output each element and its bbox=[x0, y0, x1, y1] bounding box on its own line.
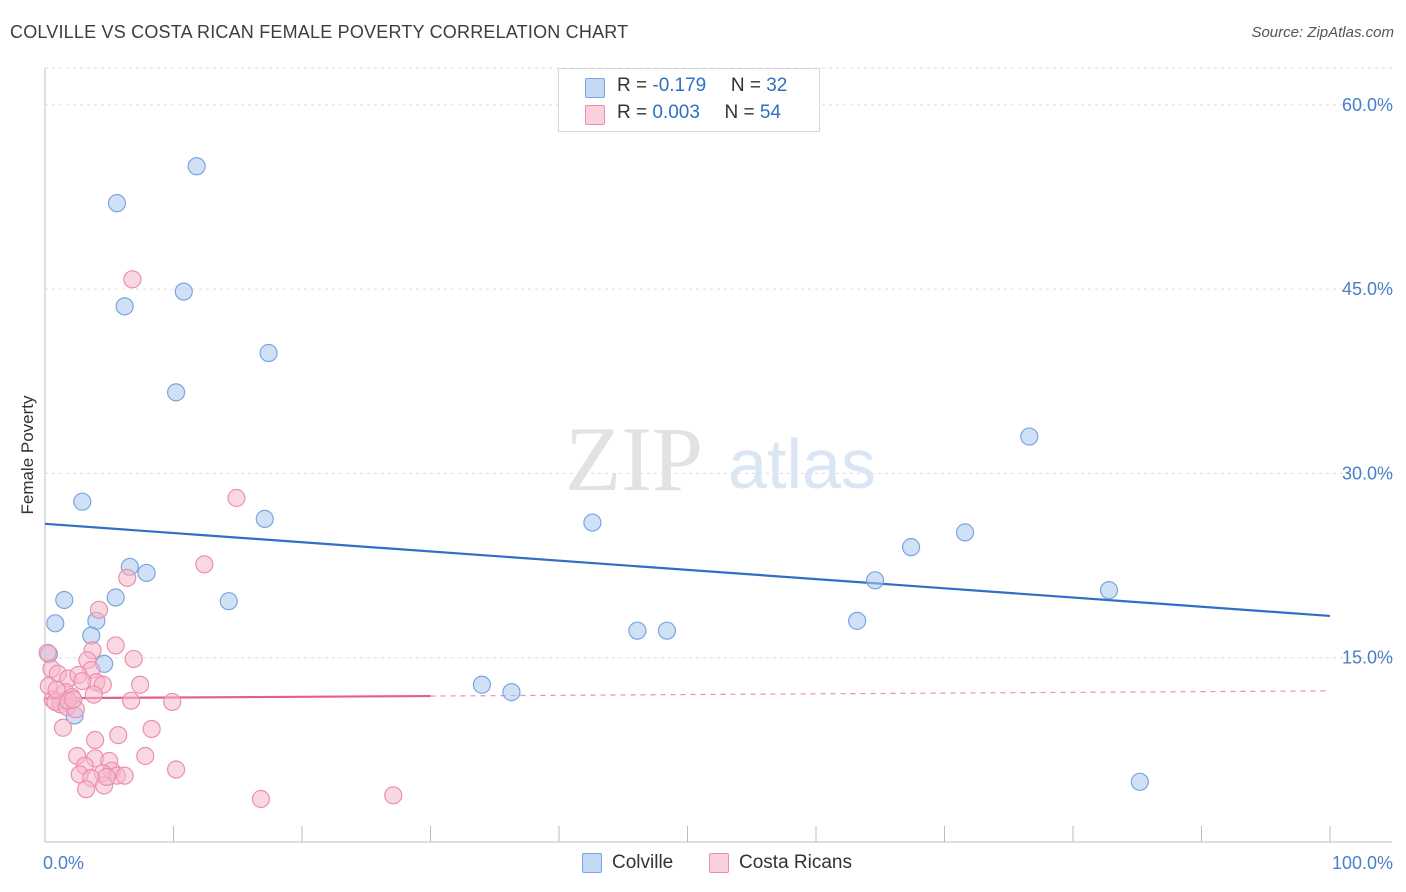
colville-point bbox=[187, 157, 206, 176]
costa-ricans-point bbox=[64, 690, 83, 709]
costa-ricans-point bbox=[136, 746, 155, 766]
costa-ricans-point bbox=[47, 680, 66, 699]
colville-point bbox=[955, 523, 975, 542]
costa-ricans-trend-line bbox=[44, 694, 431, 700]
colville-point bbox=[657, 621, 677, 640]
watermark-zip: ZIP bbox=[565, 408, 703, 510]
colville-point bbox=[472, 675, 491, 694]
costa-ricans-point bbox=[106, 636, 125, 655]
legend-label-costa-ricans: Costa Ricans bbox=[739, 852, 852, 873]
colville-point bbox=[1099, 581, 1119, 600]
source-label: Source: ZipAtlas.com bbox=[1251, 24, 1394, 41]
chart-title: COLVILLE VS COSTA RICAN FEMALE POVERTY C… bbox=[10, 22, 629, 42]
costa-ricans-point bbox=[109, 726, 128, 745]
costa-ricans-point bbox=[77, 780, 96, 799]
costa-ricans-point bbox=[53, 718, 73, 737]
y-tick-label: 45.0% bbox=[1342, 279, 1393, 299]
colville-point bbox=[46, 614, 65, 633]
costa-ricans-point bbox=[130, 675, 150, 694]
costa-ricans-trend-line-extension bbox=[430, 690, 1331, 697]
costa-ricans-point bbox=[195, 555, 214, 574]
y-axis-label-wrap: Female Poverty bbox=[6, 395, 37, 514]
x-tick-label-max: 100.0% bbox=[1332, 853, 1393, 873]
colville-point bbox=[219, 592, 238, 611]
n-label: N = bbox=[730, 75, 767, 96]
watermark-atlas: atlas bbox=[728, 425, 876, 503]
x-tick-label-min: 0.0% bbox=[43, 853, 84, 873]
legend-label-colville: Colville bbox=[612, 852, 674, 873]
colville-point bbox=[583, 513, 602, 532]
r-label: R = bbox=[617, 102, 653, 123]
colville-point bbox=[901, 538, 921, 557]
trend-lines bbox=[44, 522, 1331, 700]
axes bbox=[44, 68, 1392, 843]
costa-ricans-point bbox=[166, 760, 186, 779]
r-label: R = bbox=[617, 75, 653, 96]
grid-lines bbox=[45, 67, 1392, 659]
costa-ricans-point bbox=[163, 692, 182, 712]
costa-ricans-point bbox=[84, 685, 103, 704]
colville-point bbox=[1130, 772, 1149, 791]
costa-ricans-point bbox=[123, 270, 142, 289]
costa-ricans-point bbox=[86, 730, 105, 750]
colville-point bbox=[255, 509, 274, 528]
colville-swatch bbox=[582, 853, 602, 873]
colville-point bbox=[174, 282, 193, 301]
y-axis-label: Female Poverty bbox=[18, 395, 37, 515]
colville-point bbox=[107, 194, 127, 213]
costa-ricans-point bbox=[97, 767, 116, 786]
colville-point bbox=[259, 343, 278, 363]
costa-ricans-point bbox=[118, 568, 137, 587]
y-tick-label: 30.0% bbox=[1342, 463, 1393, 483]
r-value: 0.003 bbox=[652, 102, 700, 123]
data-points bbox=[38, 157, 1149, 809]
costa-ricans-swatch bbox=[585, 105, 605, 125]
stats-legend: R = -0.179 N = 32 R = 0.003 N = 54 bbox=[558, 68, 820, 132]
colville-point bbox=[1020, 427, 1039, 446]
costa-ricans-point bbox=[121, 691, 141, 710]
costa-ricans-point bbox=[227, 488, 246, 508]
n-value: 32 bbox=[766, 75, 788, 96]
costa-ricans-point bbox=[251, 789, 270, 809]
colville-point bbox=[137, 563, 156, 583]
costa-ricans-point bbox=[89, 600, 109, 619]
colville-point bbox=[628, 621, 647, 640]
costa-ricans-point bbox=[115, 766, 134, 785]
colville-point bbox=[55, 590, 74, 610]
y-tick-label: 15.0% bbox=[1342, 648, 1393, 668]
colville-point bbox=[115, 297, 134, 316]
colville-point bbox=[166, 383, 186, 402]
r-value: -0.179 bbox=[652, 75, 707, 96]
n-value: 54 bbox=[759, 102, 781, 123]
costa-ricans-point bbox=[124, 649, 143, 669]
costa-ricans-point bbox=[384, 786, 403, 805]
n-label: N = bbox=[724, 102, 760, 123]
costa-ricans-point bbox=[73, 671, 92, 691]
colville-point bbox=[848, 611, 867, 630]
costa-ricans-point bbox=[142, 719, 161, 739]
colville-point bbox=[106, 588, 125, 607]
colville-trend-line bbox=[44, 522, 1331, 618]
colville-point bbox=[866, 571, 885, 590]
colville-point bbox=[502, 683, 521, 702]
colville-swatch bbox=[585, 78, 605, 98]
costa-ricans-point bbox=[38, 643, 57, 662]
y-tick-label: 60.0% bbox=[1342, 95, 1393, 115]
tick-labels: 15.0% 30.0% 45.0% 60.0% 0.0% 100.0% bbox=[43, 95, 1393, 873]
costa-ricans-swatch bbox=[709, 853, 729, 873]
colville-point bbox=[73, 492, 92, 511]
